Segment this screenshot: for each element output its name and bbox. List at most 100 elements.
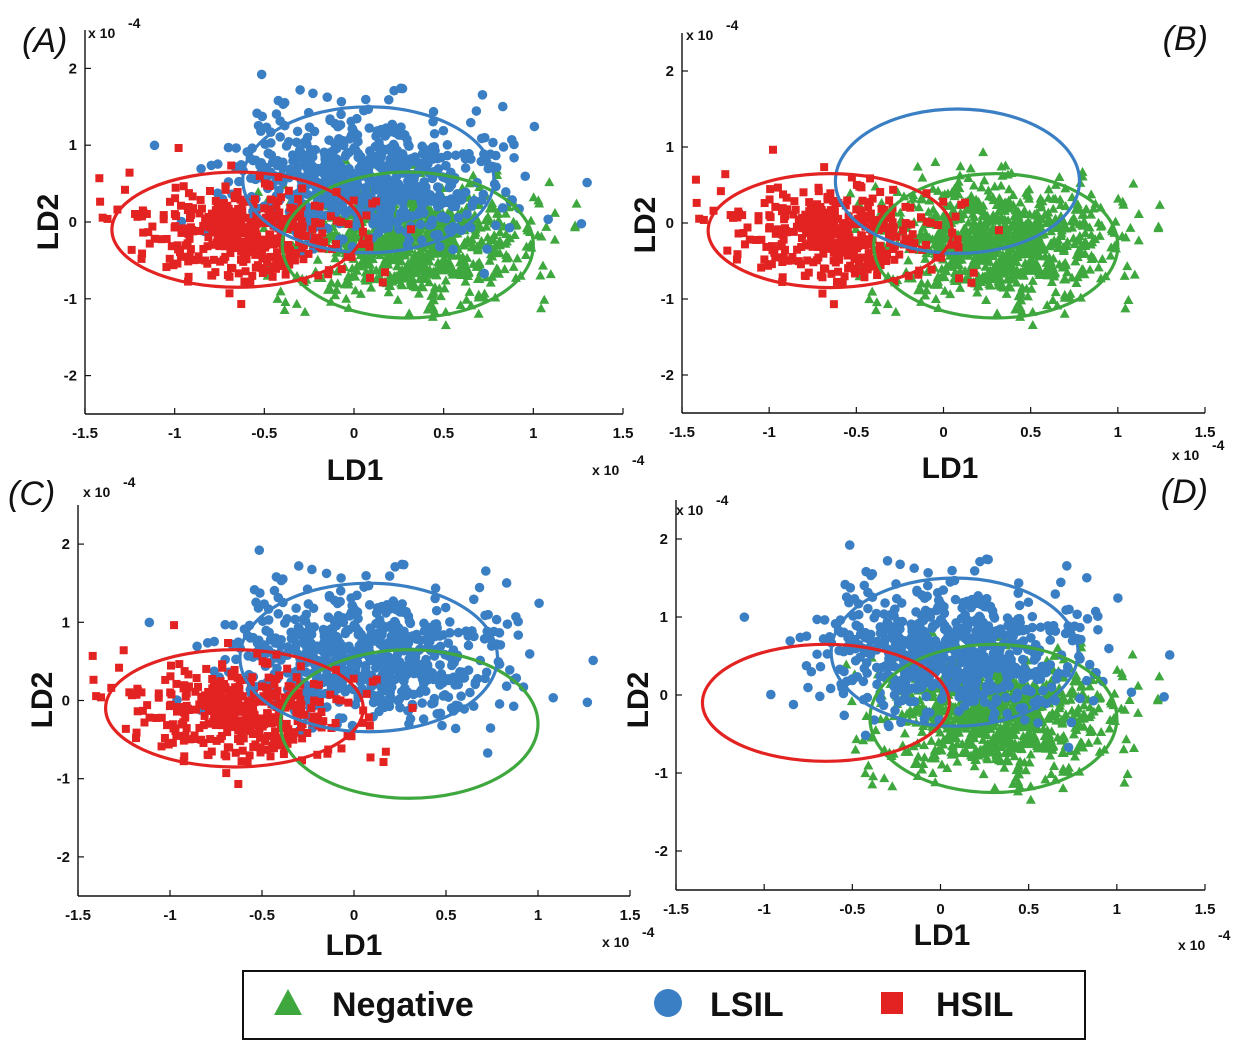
point-circle	[223, 142, 234, 153]
point-circle	[440, 602, 451, 613]
point-triangle	[505, 233, 516, 243]
point-square	[951, 212, 960, 221]
point-triangle	[1125, 222, 1136, 232]
point-square	[216, 257, 225, 266]
point-square	[362, 689, 371, 698]
point-circle	[360, 94, 371, 105]
point-circle	[458, 149, 469, 159]
point-square	[125, 168, 134, 177]
point-square	[843, 224, 852, 233]
point-triangle	[1022, 219, 1033, 229]
point-circle	[375, 627, 385, 637]
point-square	[245, 751, 254, 760]
point-square	[222, 202, 231, 211]
point-square	[916, 213, 925, 222]
point-square	[776, 242, 785, 251]
point-circle	[429, 128, 440, 139]
point-square	[180, 681, 189, 690]
point-triangle	[1066, 272, 1077, 282]
point-square	[832, 247, 841, 256]
point-triangle	[479, 288, 490, 298]
point-circle	[378, 191, 388, 202]
point-triangle	[1037, 214, 1048, 224]
point-triangle	[414, 274, 425, 284]
point-triangle	[1020, 765, 1031, 775]
point-triangle	[409, 252, 420, 262]
point-square	[225, 207, 234, 216]
point-circle	[276, 575, 287, 586]
point-triangle	[412, 258, 423, 268]
point-triangle	[1025, 749, 1036, 759]
point-triangle	[1065, 288, 1076, 298]
point-triangle	[1019, 242, 1030, 252]
point-square	[922, 240, 931, 249]
point-square	[317, 708, 326, 717]
point-triangle	[1056, 225, 1067, 235]
point-circle	[415, 219, 426, 230]
point-square	[740, 240, 749, 249]
point-square	[381, 747, 390, 756]
point-square	[814, 242, 823, 251]
point-square	[201, 256, 210, 265]
point-triangle	[1080, 228, 1091, 238]
ellipse-lsil	[833, 107, 1082, 255]
point-square	[252, 211, 261, 220]
point-square	[813, 210, 822, 219]
point-square	[223, 728, 232, 737]
point-triangle	[1013, 206, 1024, 216]
point-triangle	[1105, 714, 1116, 724]
point-square	[844, 212, 853, 221]
point-square	[253, 649, 262, 658]
point-circle	[333, 205, 344, 215]
point-circle	[425, 220, 435, 231]
point-square	[882, 249, 891, 258]
point-triangle	[1063, 762, 1074, 772]
x-tick-label: -0.5	[249, 907, 275, 924]
point-triangle	[991, 233, 1002, 243]
point-square	[855, 239, 864, 248]
point-circle	[427, 173, 438, 184]
point-triangle	[895, 207, 906, 217]
point-triangle	[464, 286, 475, 296]
point-square	[246, 678, 255, 687]
point-square	[279, 221, 288, 230]
point-triangle	[448, 250, 459, 260]
point-square	[969, 268, 978, 277]
point-triangle	[429, 306, 440, 316]
point-square	[994, 226, 1003, 235]
point-circle	[403, 139, 413, 149]
point-circle	[386, 203, 396, 214]
point-square	[261, 717, 270, 726]
point-circle	[251, 597, 261, 608]
point-circle	[529, 121, 540, 132]
point-square	[300, 710, 309, 719]
point-square	[816, 271, 825, 280]
point-square	[231, 748, 240, 757]
point-circle	[436, 669, 447, 679]
point-circle	[410, 180, 421, 191]
point-circle	[308, 645, 319, 655]
point-circle	[479, 268, 490, 279]
x-exponent-label: x 10	[602, 934, 629, 950]
point-square	[115, 663, 124, 672]
point-triangle	[291, 298, 302, 308]
point-square	[234, 269, 243, 278]
point-triangle	[939, 285, 950, 295]
point-square	[211, 721, 220, 730]
point-square	[765, 223, 774, 232]
point-triangle	[977, 272, 988, 282]
point-square	[246, 698, 255, 707]
point-square	[738, 211, 747, 220]
x-tick-label: 1	[534, 907, 542, 924]
point-triangle	[1026, 242, 1037, 252]
point-square	[315, 202, 324, 211]
point-circle	[582, 177, 592, 188]
point-circle	[357, 672, 368, 683]
point-triangle	[1015, 197, 1026, 207]
point-circle	[336, 109, 346, 120]
point-square	[200, 711, 209, 720]
point-circle	[456, 691, 466, 701]
point-triangle	[1035, 251, 1046, 261]
point-square	[131, 734, 140, 743]
point-square	[202, 664, 211, 673]
